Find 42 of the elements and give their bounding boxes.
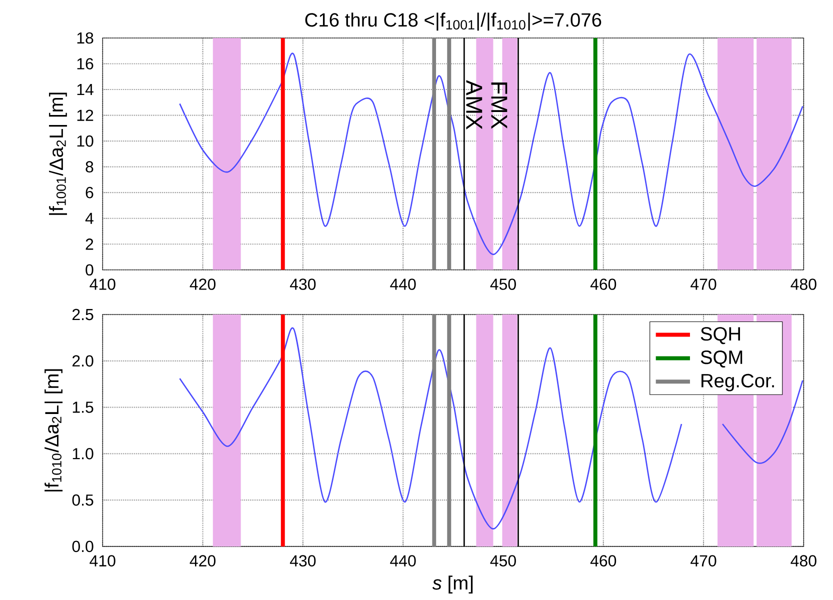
annotation: AMX — [466, 80, 482, 130]
x-tick-label: 470 — [690, 278, 716, 290]
x-tick-label: 430 — [290, 555, 316, 567]
x-tick-label: 470 — [690, 555, 716, 567]
y-tick-label: 6 — [86, 187, 94, 198]
x-tick-label: 420 — [190, 278, 216, 290]
y-tick-label: 18 — [77, 32, 94, 44]
x-tick-label: 460 — [590, 555, 616, 567]
y-tick-label: 2 — [86, 238, 94, 250]
x-tick-label: 410 — [90, 555, 116, 567]
y-tick-label: 2.5 — [72, 309, 94, 320]
line-series — [179, 54, 804, 256]
y-tick-label: 1.0 — [72, 448, 94, 460]
legend-label: SQM — [700, 350, 742, 368]
y-tick-label: 16 — [77, 58, 94, 70]
x-tick-label: 420 — [190, 555, 216, 567]
y-axis-title: |f$_{1010}$/Δa$_{2}$L| [m] — [44, 369, 63, 492]
y-tick-label: 14 — [77, 84, 94, 96]
y-tick-label: 2.0 — [72, 355, 94, 367]
x-tick-label: 450 — [490, 555, 516, 567]
legend-label: SQH — [700, 327, 740, 344]
y-tick-label: 1.5 — [72, 402, 94, 413]
x-tick-label: 460 — [590, 278, 616, 290]
x-axis-title: s [m] — [432, 576, 473, 594]
y-tick-label: 10 — [77, 136, 94, 147]
y-tick-label: 12 — [77, 110, 94, 121]
chart-title: C16 thru C18 <|f$_{1001}$|/|f$_{1010}$|>=7.076 — [305, 12, 602, 31]
y-tick-label: 0.0 — [72, 540, 94, 552]
x-tick-label: 440 — [390, 278, 416, 290]
x-tick-label: 430 — [290, 278, 316, 290]
y-tick-label: 8 — [86, 161, 94, 173]
x-tick-label: 410 — [90, 278, 116, 290]
annotation: FMX — [491, 82, 508, 129]
y-tick-label: 4 — [85, 212, 94, 224]
x-tick-label: 480 — [790, 555, 816, 567]
y-tick-label: 0 — [86, 264, 94, 276]
legend-label: Reg.Cor. — [702, 374, 774, 392]
x-tick-label: 450 — [490, 278, 516, 290]
y-axis-title: |f$_{1001}$/Δa$_{2}$L| [m] — [49, 92, 67, 215]
x-tick-label: 480 — [790, 278, 816, 290]
y-tick-label: 0.5 — [72, 494, 94, 506]
x-tick-label: 440 — [390, 555, 416, 567]
